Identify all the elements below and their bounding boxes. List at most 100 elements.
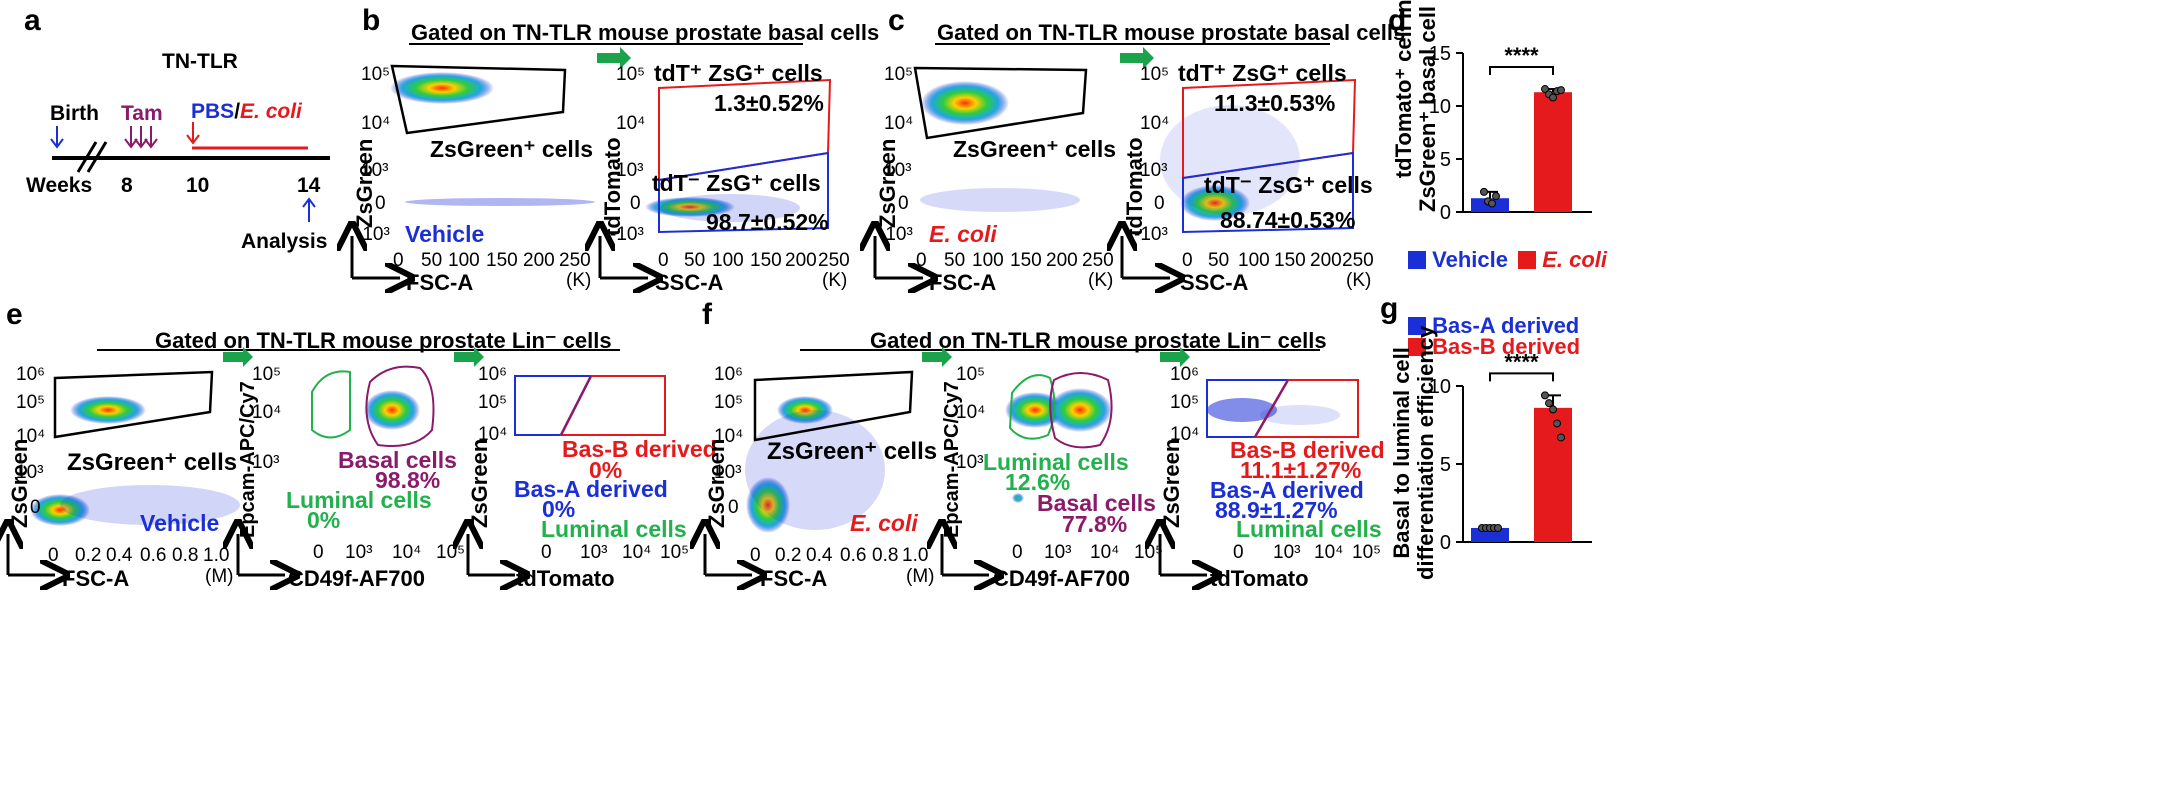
xtick: 50	[1208, 250, 1230, 271]
ytick: 10⁴	[16, 426, 46, 447]
xtick: 100	[972, 250, 1004, 271]
data-point	[1488, 199, 1496, 208]
ytick: 0	[375, 193, 386, 214]
xtick: 150	[486, 250, 518, 271]
significance-bracket	[1489, 66, 1554, 76]
plot-e1	[8, 370, 240, 575]
significance-bracket	[1489, 372, 1554, 382]
xtick: 10³	[580, 542, 608, 563]
xtick: 250	[1342, 250, 1374, 271]
xlabel-b1: FSC-A	[406, 270, 474, 295]
xtick: 0.2	[75, 545, 102, 566]
plot-c2	[1122, 78, 1357, 278]
luminal-label-f2: Luminal cells	[983, 449, 1129, 475]
xtick: 50	[684, 250, 706, 271]
ytick: 10⁵	[1140, 64, 1170, 85]
plot-b2	[600, 78, 832, 278]
birth-label: Birth	[50, 102, 99, 125]
y-tick-label: 5	[1440, 149, 1451, 171]
bar-bas-b-derived	[1534, 407, 1572, 542]
legend-swatch-vehicle	[1408, 251, 1426, 269]
xtick: 0	[313, 542, 324, 563]
ytick: 10⁵	[361, 64, 391, 85]
data-point	[1494, 523, 1502, 532]
gate-label-f1: ZsGreen⁺ cells	[767, 438, 938, 465]
data-point	[1549, 405, 1557, 414]
xlabel-e1: FSC-A	[62, 566, 130, 591]
data-point	[1492, 192, 1500, 201]
xtick: 50	[421, 250, 443, 271]
y-tick-label: 0	[1440, 532, 1451, 554]
ytick: 10³	[361, 160, 389, 181]
ytick: 0	[30, 497, 41, 518]
lower-value-b2: 98.7±0.52%	[706, 209, 829, 235]
plot-e3	[468, 375, 666, 575]
xtick: 0	[750, 545, 761, 566]
unit-c1: (K)	[1088, 270, 1114, 291]
ytick: 10⁴	[1140, 113, 1170, 134]
timeline-title: TN-TLR	[162, 50, 238, 73]
weeks-label: Weeks	[26, 174, 93, 197]
xtick: 0.6	[140, 545, 167, 566]
upper-value-c2: 11.3±0.53%	[1214, 90, 1336, 116]
panel-letter-a: a	[24, 4, 41, 37]
ytick: 10⁴	[361, 113, 391, 134]
xtick: 0.8	[872, 545, 899, 566]
gate-label-e1: ZsGreen⁺ cells	[67, 449, 238, 476]
panel-letter-d: d	[1388, 4, 1407, 37]
xlabel-c1: FSC-A	[929, 270, 997, 295]
ytick: 10⁶	[478, 364, 507, 385]
gate-title-b: Gated on TN-TLR mouse prostate basal cel…	[411, 20, 880, 45]
basb-value-e3: 0%	[589, 457, 623, 483]
xtick: 0	[1182, 250, 1193, 271]
ytick: 10⁵	[16, 392, 46, 413]
data-point	[1557, 433, 1565, 442]
upper-gate-b2: tdT⁺ ZsG⁺ cells	[654, 60, 823, 86]
ytick: 10⁵	[616, 64, 646, 85]
unit-e1: (M)	[205, 566, 234, 587]
y-tick-label: 5	[1440, 454, 1451, 476]
gate-title-e: Gated on TN-TLR mouse prostate Lin⁻ cell…	[155, 328, 612, 353]
significance-stars: ****	[1504, 43, 1539, 68]
panel-letter-g: g	[1380, 292, 1399, 325]
ytick: 0	[1154, 193, 1165, 214]
plot-b1	[352, 64, 595, 278]
xtick: 0	[1012, 542, 1023, 563]
ytick: 10³	[616, 160, 644, 181]
xtick: 250	[1082, 250, 1114, 271]
xtick: 10⁵	[1352, 542, 1382, 563]
ytick: 0	[898, 193, 909, 214]
ytick: 10³	[16, 462, 44, 483]
basa-value-e3: 0%	[542, 496, 576, 522]
legend-swatch-basa	[1408, 317, 1426, 335]
xtick: 0.4	[806, 545, 833, 566]
xtick: 0	[541, 542, 552, 563]
ytick: 10⁵	[884, 64, 914, 85]
xtick: 10³	[1044, 542, 1072, 563]
condition-e1: Vehicle	[140, 510, 220, 536]
data-point	[1541, 85, 1549, 94]
analysis-label: Analysis	[241, 230, 328, 253]
legend-g-basb: Bas-B derived	[1408, 334, 1580, 360]
xtick: 200	[1046, 250, 1078, 271]
xtick: 250	[818, 250, 850, 271]
ytick: 10⁴	[884, 113, 914, 134]
xtick: 10⁴	[392, 542, 422, 563]
y-tick-label: 15	[1429, 43, 1451, 65]
xtick: 100	[1238, 250, 1270, 271]
week-10: 10	[186, 174, 210, 197]
data-point	[1549, 93, 1557, 102]
ytick: 10⁵	[1170, 392, 1200, 413]
xtick: 1.0	[902, 545, 929, 566]
xtick: 0	[393, 250, 404, 271]
gate-title-f: Gated on TN-TLR mouse prostate Lin⁻ cell…	[870, 328, 1327, 353]
legend-swatch-basb	[1408, 338, 1426, 356]
upper-gate-c2: tdT⁺ ZsG⁺ cells	[1178, 60, 1347, 86]
ytick: 10⁴	[616, 113, 646, 134]
ytick: -10³	[1134, 224, 1168, 245]
lower-value-c2: 88.74±0.53%	[1220, 207, 1356, 233]
basb-value-f3: 11.1±1.27%	[1240, 457, 1362, 483]
ytick: 10⁵	[478, 392, 508, 413]
ytick: 10⁴	[956, 402, 986, 423]
xtick: 10⁵	[436, 542, 466, 563]
